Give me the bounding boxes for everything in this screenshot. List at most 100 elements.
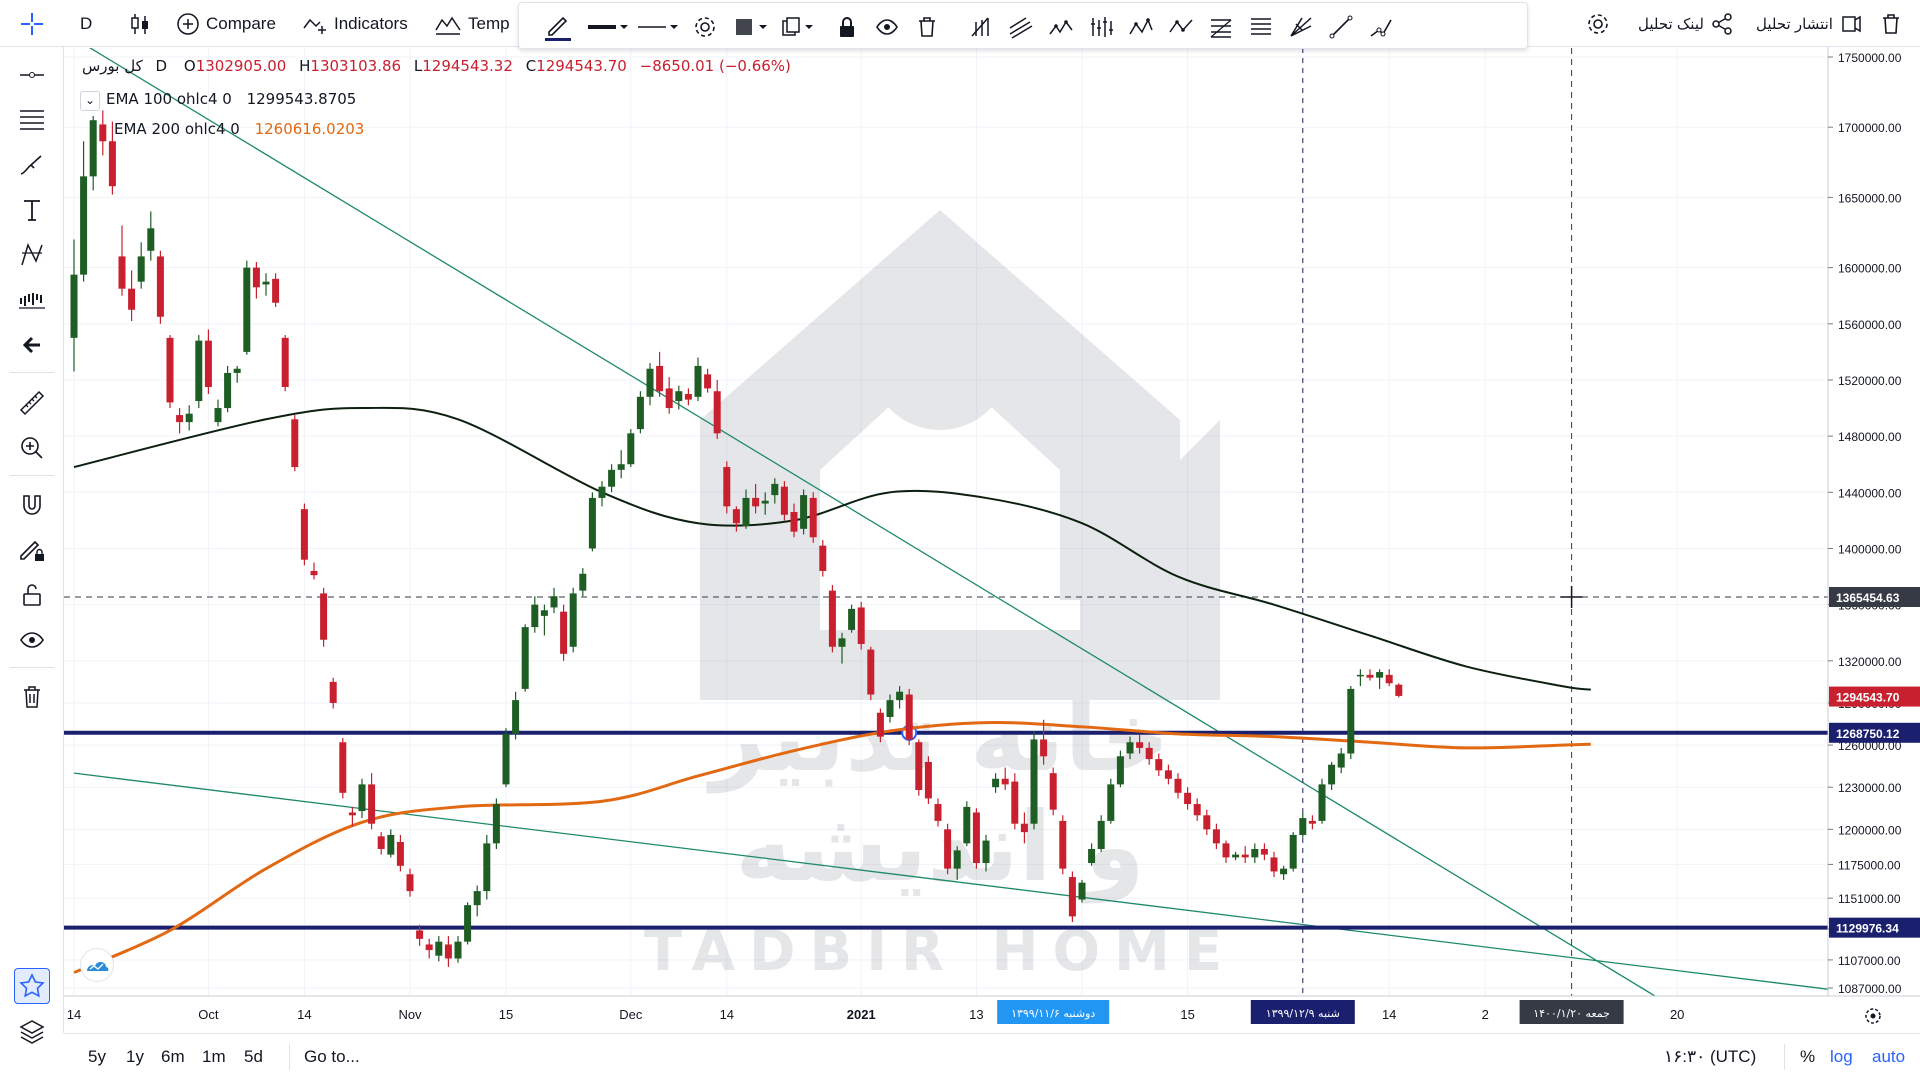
visibility-button[interactable] (731, 11, 771, 43)
settings-button[interactable] (1585, 0, 1617, 47)
candle (444, 936, 452, 967)
legend-ema200-value: 1260616.0203 (254, 120, 365, 138)
abcd-pattern-tool[interactable] (1165, 11, 1197, 43)
brush-tool[interactable] (14, 147, 50, 183)
text-tool[interactable] (14, 192, 50, 228)
candle-body (147, 228, 155, 251)
trash-header-button[interactable] (1880, 0, 1912, 47)
elliott-wave-tool[interactable] (1045, 11, 1077, 43)
brush-color-button[interactable] (541, 11, 573, 43)
time-tick-label: 20 (1670, 1007, 1684, 1022)
path-icon (1370, 19, 1392, 37)
stay-drawing-tool[interactable] (14, 532, 50, 568)
interval-button[interactable]: D (80, 13, 93, 33)
object-tree-tool[interactable] (14, 1013, 50, 1049)
fib-tool[interactable] (14, 102, 50, 138)
chart-logo-button[interactable] (80, 948, 114, 982)
publish-button[interactable]: انتشار تحلیل (1756, 0, 1868, 47)
xabcd-pattern-tool[interactable] (1125, 11, 1157, 43)
templates-button[interactable]: Temp (434, 0, 524, 47)
price-tick-label: 1700000.00 (1838, 121, 1902, 135)
bars-pattern-tool[interactable] (1085, 11, 1117, 43)
publish-label: انتشار تحلیل (1756, 15, 1833, 33)
candle (416, 924, 424, 946)
candle-body (1222, 843, 1230, 858)
pencil-icon (545, 16, 571, 41)
range-6m[interactable]: 6m (161, 1047, 185, 1066)
share-link-button[interactable]: لینک تحلیل (1638, 0, 1742, 47)
compare-button[interactable]: Compare (176, 0, 286, 47)
goto-button[interactable]: Go to... (304, 1047, 360, 1066)
trend-line-tool[interactable] (1325, 11, 1357, 43)
candle-body (176, 415, 184, 423)
legend-ema200[interactable]: EMA 200 ohlc4 0 1260616.0203 (114, 120, 364, 138)
candle-body (867, 649, 875, 695)
log-toggle[interactable]: log (1830, 1047, 1853, 1066)
elliott-wave-icon (1049, 20, 1073, 35)
candle-body (560, 611, 568, 654)
candle (1174, 773, 1182, 799)
auto-toggle[interactable]: auto (1872, 1047, 1906, 1066)
lock-all-tool[interactable] (14, 577, 50, 613)
legend-interval: D (155, 57, 168, 75)
candle-body (608, 469, 616, 487)
line-style-button[interactable] (635, 11, 681, 43)
path-tool[interactable] (1365, 11, 1397, 43)
legend-open: 1302905.00 (195, 57, 287, 75)
range-5d[interactable]: 5d (244, 1047, 263, 1066)
candle (550, 587, 558, 614)
zoom-tool[interactable] (14, 430, 50, 466)
candle-body (972, 812, 980, 864)
line-tool[interactable] (14, 57, 50, 93)
lock-drawing-button[interactable] (831, 11, 863, 43)
range-5y[interactable]: 5y (88, 1047, 106, 1066)
ruler-tool[interactable] (14, 385, 50, 421)
legend-ema100[interactable]: ⌄ EMA 100 ohlc4 0 1299543.8705 (80, 90, 356, 111)
timezone-time[interactable]: ۱۶:۳۰ (UTC) (1664, 1047, 1757, 1066)
candle-body (579, 573, 587, 591)
candle-body (70, 274, 78, 338)
clone-button[interactable] (777, 11, 817, 43)
percent-toggle[interactable]: % (1800, 1047, 1816, 1066)
favorites-tool[interactable] (14, 968, 50, 1004)
indicators-button[interactable]: Indicators (302, 0, 422, 47)
candle (1145, 742, 1153, 765)
range-1m[interactable]: 1m (202, 1047, 226, 1066)
draw-settings-button[interactable] (689, 11, 721, 43)
legend-close: 1294543.70 (536, 57, 627, 75)
candle (540, 604, 548, 636)
horizontal-lines-tool[interactable] (1245, 11, 1277, 43)
candle-body (444, 944, 452, 959)
hide-drawing-button[interactable] (871, 11, 903, 43)
prediction-tool[interactable] (14, 282, 50, 318)
candle-body (857, 607, 865, 644)
candle-body (1347, 688, 1355, 754)
candle-body (387, 834, 395, 855)
remove-drawings-tool[interactable] (14, 679, 50, 715)
candle (454, 936, 462, 963)
legend-collapse-icon[interactable]: ⌄ (80, 91, 100, 111)
time-tick-label: 14 (297, 1007, 311, 1022)
left-toolbar-divider (10, 667, 54, 668)
crosshair-tool[interactable] (0, 0, 64, 47)
back-button[interactable] (14, 327, 50, 363)
candle (905, 688, 913, 746)
candle-body (435, 941, 443, 956)
parallel-channel-tool[interactable] (1005, 11, 1037, 43)
hide-all-tool[interactable] (14, 622, 50, 658)
range-1y[interactable]: 1y (126, 1047, 144, 1066)
candle-body (1059, 820, 1067, 869)
gann-tool[interactable] (1285, 11, 1317, 43)
candle (1097, 815, 1105, 852)
delete-drawing-button[interactable] (911, 11, 943, 43)
crosshair-icon (21, 12, 43, 35)
pattern-tool[interactable] (14, 237, 50, 273)
magnet-tool[interactable] (14, 487, 50, 523)
pitchfork-tool[interactable] (965, 11, 997, 43)
candle-body (243, 267, 251, 352)
line-width-button[interactable] (585, 11, 631, 43)
chart-type-button[interactable] (128, 0, 158, 47)
candle (1395, 683, 1403, 698)
fib-retracement-tool[interactable] (1205, 11, 1237, 43)
